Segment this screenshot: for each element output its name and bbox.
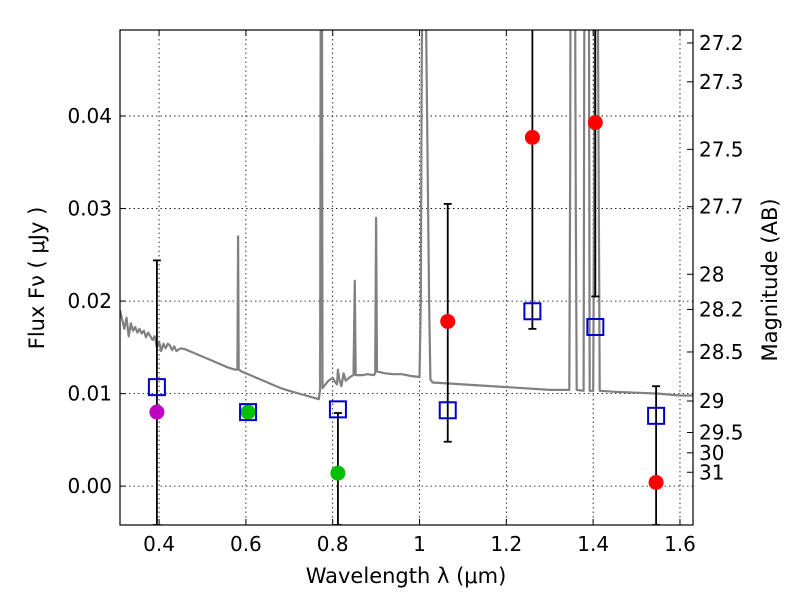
- x-tick-label: 1.4: [577, 532, 609, 556]
- right-tick-label: 30: [699, 441, 724, 465]
- observed-flux-point: [149, 404, 165, 420]
- y-axis-label: Flux Fν ( μJy ): [25, 207, 49, 350]
- right-tick-label: 27.5: [699, 137, 744, 161]
- model-flux-point: [147, 378, 166, 397]
- right-tick-label: 28.2: [699, 297, 744, 321]
- right-tick-label: 31: [699, 460, 724, 484]
- model-flux-point: [438, 401, 457, 420]
- grid-lines: [120, 30, 693, 525]
- y-tick-label: 0.00: [67, 474, 112, 498]
- plot-frame: [119, 29, 694, 526]
- observed-flux-point: [648, 474, 664, 490]
- observed-flux-point: [587, 115, 603, 131]
- right-tick-label: 27.7: [699, 195, 744, 219]
- right-tick-label: 29.5: [699, 420, 744, 444]
- x-tick-label: 1: [413, 532, 426, 556]
- y-tick-label: 0.02: [67, 289, 112, 313]
- x-tick-label: 0.4: [143, 532, 175, 556]
- model-flux-point: [239, 403, 258, 422]
- observed-flux-point: [240, 404, 256, 420]
- sed-model-line: [120, 30, 693, 401]
- observed-flux-point: [524, 129, 540, 145]
- x-axis-label: Wavelength λ (μm): [306, 564, 507, 588]
- x-tick-label: 0.6: [230, 532, 262, 556]
- right-tick-label: 29: [699, 389, 724, 413]
- right-tick-label: 27.2: [699, 31, 744, 55]
- observed-flux-point: [440, 313, 456, 329]
- right-axis-label: Magnitude (AB): [758, 198, 782, 361]
- y-tick-label: 0.03: [67, 197, 112, 221]
- observed-flux-point: [330, 465, 346, 481]
- y-tick-label: 0.04: [67, 104, 112, 128]
- model-flux-point: [523, 302, 542, 321]
- axis-ticks: [120, 30, 693, 525]
- plot-area: [120, 30, 693, 525]
- y-tick-label: 0.01: [67, 382, 112, 406]
- right-tick-label: 28.5: [699, 340, 744, 364]
- x-tick-label: 0.8: [317, 532, 349, 556]
- model-flux-point: [586, 318, 605, 336]
- x-tick-label: 1.2: [490, 532, 522, 556]
- right-tick-label: 27.3: [699, 70, 744, 94]
- x-tick-label: 1.6: [664, 532, 696, 556]
- model-flux-point: [328, 400, 347, 419]
- model-flux-point: [647, 406, 666, 425]
- right-tick-label: 28: [699, 262, 724, 286]
